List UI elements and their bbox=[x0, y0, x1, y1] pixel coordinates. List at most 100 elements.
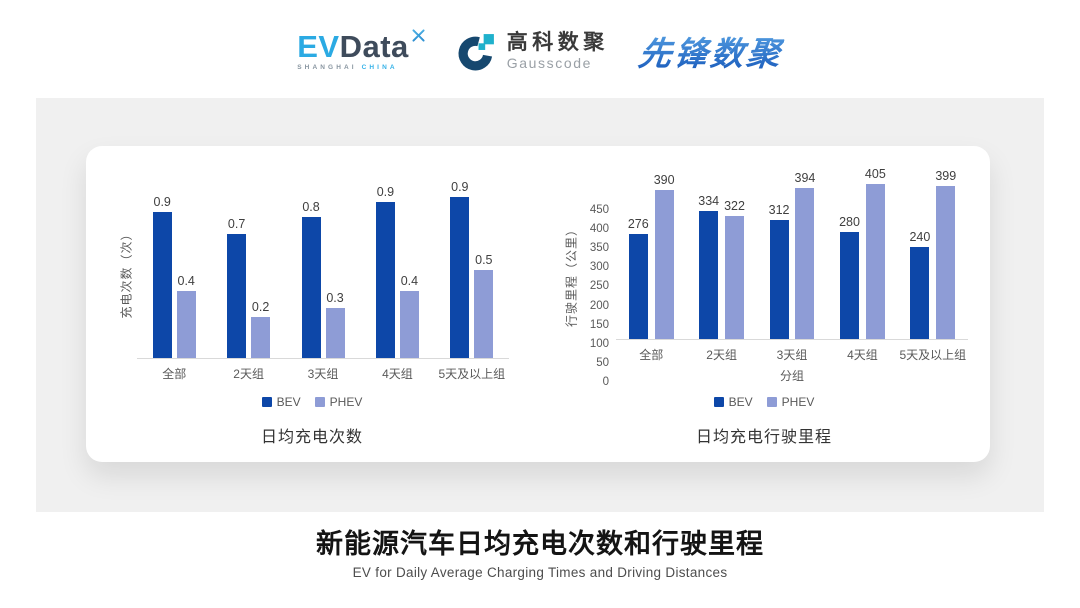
bar bbox=[399, 291, 419, 358]
legend-label: BEV bbox=[728, 395, 753, 409]
legend: BEV PHEV bbox=[713, 395, 815, 409]
bar-phev: 0.4 bbox=[399, 274, 419, 358]
bar-value-label: 0.2 bbox=[251, 300, 270, 314]
charts-panel: 充电次数（次） 0.9 0.4 0.7 0.2 0.8 0.3 0.9 0.4 0.9 0.5 全… bbox=[86, 146, 990, 462]
bar-value-label: 276 bbox=[627, 217, 649, 231]
chart-daily-charging-times: 充电次数（次） 0.9 0.4 0.7 0.2 0.8 0.3 0.9 0.4 0.9 0.5 全… bbox=[86, 146, 538, 462]
bar-value-label: 0.3 bbox=[326, 291, 344, 305]
bar-bev: 0.9 bbox=[152, 195, 172, 358]
y-tick-label: 250 bbox=[589, 280, 609, 293]
bar bbox=[176, 291, 196, 358]
bar bbox=[628, 234, 648, 339]
bar-bev: 0.7 bbox=[227, 217, 247, 358]
y-tick-label: 450 bbox=[589, 204, 609, 216]
plot-column: 0.9 0.4 0.7 0.2 0.8 0.3 0.9 0.4 0.9 0.5 全部 2天组 3天组 4… bbox=[137, 163, 509, 382]
y-tick-label: 200 bbox=[589, 299, 609, 312]
bar-value-label: 405 bbox=[864, 167, 886, 181]
legend-item-phev: PHEV bbox=[766, 395, 815, 409]
legend: BEV PHEV bbox=[261, 395, 362, 409]
gausscode-cn-text: 高科数聚 bbox=[506, 31, 609, 54]
evdata-china-text: CHINA bbox=[361, 63, 398, 71]
evdata-wordmark: EV Data bbox=[297, 28, 427, 64]
legend-item-bev: BEV bbox=[261, 395, 301, 409]
bar bbox=[450, 197, 470, 358]
bar-group: 312 394 bbox=[757, 171, 827, 339]
bar-group: 0.9 0.4 bbox=[137, 195, 211, 358]
y-tick-label: 350 bbox=[589, 242, 609, 255]
bar bbox=[699, 211, 719, 339]
plot-column: 276 390 334 322 312 394 280 405 240 399 全部 2天组 3天组 4… bbox=[616, 167, 968, 383]
footer: 新能源汽车日均充电次数和行驶里程 EV for Daily Average Ch… bbox=[0, 528, 1080, 580]
bar bbox=[227, 234, 247, 358]
gausscode-en-text: Gausscode bbox=[506, 55, 593, 71]
bar-bev: 280 bbox=[839, 215, 860, 339]
bar-phev: 0.3 bbox=[325, 291, 345, 358]
bar-phev: 390 bbox=[654, 173, 675, 339]
page-subtitle: EV for Daily Average Charging Times and … bbox=[352, 565, 728, 580]
bar bbox=[936, 186, 956, 339]
bar-value-label: 390 bbox=[653, 173, 675, 187]
bar-value-label: 0.7 bbox=[227, 217, 246, 231]
bar-group: 0.7 0.2 bbox=[211, 217, 285, 358]
bar bbox=[795, 188, 815, 339]
y-tick-label: 300 bbox=[589, 261, 609, 274]
category-label: 全部 bbox=[162, 367, 187, 381]
bar-bev: 0.8 bbox=[301, 200, 321, 358]
y-tick-label: 0 bbox=[602, 376, 609, 388]
content-card: 充电次数（次） 0.9 0.4 0.7 0.2 0.8 0.3 0.9 0.4 0.9 0.5 全… bbox=[36, 98, 1044, 512]
bar bbox=[654, 190, 674, 339]
gausscode-logo: 高科数聚 Gausscode bbox=[457, 31, 609, 72]
bar-value-label: 0.9 bbox=[153, 195, 171, 209]
bar bbox=[769, 220, 789, 339]
bar-group: 0.8 0.3 bbox=[286, 200, 360, 358]
legend-swatch bbox=[766, 397, 777, 407]
category-label: 3天组 bbox=[776, 348, 808, 362]
legend-item-bev: BEV bbox=[713, 395, 753, 409]
bar-bev: 312 bbox=[769, 203, 790, 339]
bar-value-label: 0.9 bbox=[376, 185, 395, 199]
bar-bev: 240 bbox=[909, 230, 930, 339]
y-axis: 0 50 100 150 200 250 300 350 400 450 bbox=[582, 167, 616, 388]
legend-label: PHEV bbox=[781, 395, 815, 409]
bar-value-label: 240 bbox=[909, 230, 931, 244]
evdata-star-icon bbox=[412, 29, 425, 42]
legend-swatch bbox=[314, 397, 325, 407]
chart-title: 日均充电行驶里程 bbox=[695, 429, 832, 446]
evdata-subtitle: SHANGHAI CHINA bbox=[297, 63, 398, 72]
bar-value-label: 0.4 bbox=[177, 274, 195, 288]
y-tick-label: 150 bbox=[589, 318, 609, 331]
bar-group: 0.9 0.4 bbox=[360, 185, 434, 358]
y-axis-label: 充电次数（次） bbox=[115, 163, 137, 382]
y-tick-label: 100 bbox=[589, 337, 609, 350]
chart-daily-driving-distance: 行驶里程（公里） 0 50 100 150 200 250 300 350 400 450 276… bbox=[538, 146, 990, 462]
bar-value-label: 322 bbox=[724, 199, 745, 213]
bar-value-label: 394 bbox=[794, 171, 816, 185]
category-label: 5天及以上组 bbox=[899, 348, 967, 362]
category-label: 4天组 bbox=[847, 348, 878, 362]
bar bbox=[375, 202, 395, 358]
bar-phev: 399 bbox=[935, 169, 956, 339]
bar-phev: 322 bbox=[724, 199, 745, 339]
bar-value-label: 0.4 bbox=[400, 274, 419, 288]
category-label: 4天组 bbox=[382, 367, 413, 381]
bar-bev: 0.9 bbox=[450, 180, 470, 358]
bar-value-label: 0.9 bbox=[451, 180, 469, 194]
category-label: 2天组 bbox=[233, 367, 264, 381]
category-row: 全部 2天组 3天组 4天组 5天及以上组 bbox=[137, 365, 509, 382]
bar bbox=[839, 232, 859, 339]
bar-bev: 0.9 bbox=[375, 185, 395, 358]
evdata-ev-text: EV bbox=[297, 28, 340, 64]
y-tick-label: 400 bbox=[589, 223, 609, 236]
bar-bev: 276 bbox=[628, 217, 649, 339]
legend-swatch bbox=[713, 397, 724, 407]
category-label: 3天组 bbox=[307, 367, 339, 381]
evdata-data-text: Data bbox=[339, 28, 409, 64]
category-label: 全部 bbox=[639, 348, 664, 362]
y-axis-label-text: 充电次数（次） bbox=[119, 226, 134, 319]
xianfeng-logo: 先锋数聚 bbox=[636, 27, 786, 75]
bar-phev: 0.4 bbox=[176, 274, 196, 358]
gausscode-texts: 高科数聚 Gausscode bbox=[507, 32, 609, 70]
category-label: 5天及以上组 bbox=[438, 367, 506, 381]
bar-value-label: 334 bbox=[698, 194, 720, 208]
category-label: 2天组 bbox=[706, 348, 737, 362]
